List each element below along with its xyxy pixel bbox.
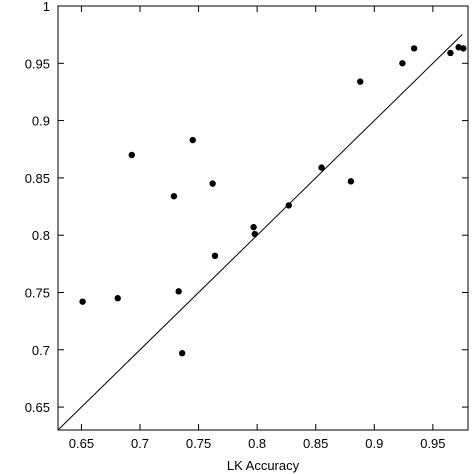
reference-line xyxy=(57,34,463,431)
y-tick-label: 0.85 xyxy=(25,171,50,186)
y-tick-label: 0.95 xyxy=(25,56,50,71)
y-tick-label: 0.65 xyxy=(25,400,50,415)
data-point xyxy=(114,295,121,302)
y-tick-label: 0.75 xyxy=(25,285,50,300)
x-axis-label: LK Accuracy xyxy=(227,458,300,473)
y-tick-label: 0.9 xyxy=(32,114,50,129)
x-tick-label: 0.7 xyxy=(131,436,149,451)
x-tick-label: 0.9 xyxy=(365,436,383,451)
y-tick-label: 1 xyxy=(43,0,50,14)
y-tick-label: 0.8 xyxy=(32,228,50,243)
data-point xyxy=(250,223,257,231)
axis-ticks: 0.65 0.7 0.75 0.8 0.85 0.9 0.95 0.65 0.7 0.75 0.8 0… xyxy=(25,0,468,451)
data-point xyxy=(285,202,292,209)
x-tick-label: 0.95 xyxy=(420,436,445,451)
data-point xyxy=(170,193,178,200)
plot-area-frame xyxy=(57,5,469,431)
x-tick-label: 0.85 xyxy=(303,436,328,451)
data-point xyxy=(79,298,86,305)
data-point xyxy=(251,230,258,238)
data-point xyxy=(447,49,454,57)
data-points xyxy=(79,44,467,357)
x-tick-label: 0.65 xyxy=(69,436,94,451)
x-tick-label: 0.75 xyxy=(186,436,211,451)
data-point xyxy=(189,136,196,144)
data-point xyxy=(318,164,325,171)
data-point xyxy=(410,45,418,52)
data-point xyxy=(347,178,355,185)
data-point xyxy=(211,252,219,260)
data-point xyxy=(209,180,216,187)
y-tick-label: 0.7 xyxy=(32,343,50,358)
data-point xyxy=(175,288,182,295)
data-point xyxy=(178,350,186,357)
x-tick-label: 0.8 xyxy=(248,436,266,451)
data-point xyxy=(399,60,406,67)
data-point xyxy=(460,45,467,52)
data-point xyxy=(128,151,135,159)
data-point xyxy=(357,78,364,85)
